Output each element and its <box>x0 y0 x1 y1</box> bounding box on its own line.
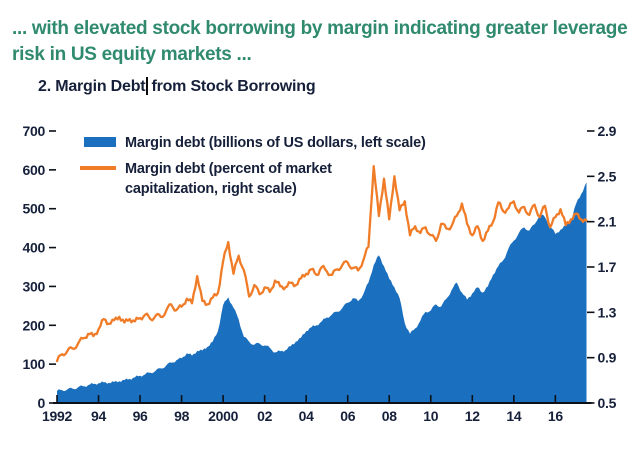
left-tick-label: 200 <box>23 317 46 333</box>
x-tick-label: 94 <box>91 408 106 424</box>
figure-title[interactable]: 2. Margin Debt from Stock Borrowing <box>38 77 316 96</box>
right-tick-label: 0.5 <box>598 395 617 411</box>
x-tick-label: 2000 <box>208 408 238 424</box>
x-tick-label: 1992 <box>42 408 72 424</box>
left-tick-label: 700 <box>23 123 46 139</box>
headline-line2: risk in US equity markets ... <box>12 44 252 65</box>
x-tick-label: 02 <box>257 408 272 424</box>
legend-item-margin-debt: Margin debt (billions of US dollars, lef… <box>84 133 426 154</box>
right-tick-label: 0.9 <box>598 350 617 366</box>
chart-legend: Margin debt (billions of US dollars, lef… <box>80 133 426 205</box>
x-tick-label: 96 <box>133 408 148 424</box>
x-tick-label: 12 <box>465 408 480 424</box>
x-tick-label: 16 <box>548 408 563 424</box>
margin-debt-pct-line-series <box>55 164 588 363</box>
legend-label-margin-debt: Margin debt (billions of US dollars, lef… <box>125 135 426 151</box>
headline-line1: ... with elevated stock borrowing by mar… <box>12 18 628 39</box>
right-tick-label: 1.3 <box>598 304 617 320</box>
left-tick-label: 400 <box>23 240 46 256</box>
right-tick-label: 1.7 <box>598 259 617 275</box>
left-tick-label: 600 <box>23 162 46 178</box>
right-tick-label: 2.1 <box>598 214 617 230</box>
x-tick-label: 08 <box>382 408 397 424</box>
left-tick-label: 500 <box>23 201 46 217</box>
left-tick-label: 0 <box>38 395 46 411</box>
x-tick-label: 14 <box>506 408 521 424</box>
figure-title-part2: from Stock Borrowing <box>151 78 316 95</box>
left-tick-label: 100 <box>23 356 46 372</box>
legend-label-margin-debt-pct: Margin debt (percent of market capitaliz… <box>125 160 332 198</box>
margin-debt-area-series <box>57 182 587 403</box>
figure-title-part1: 2. Margin Debt <box>38 78 146 95</box>
right-tick-label: 2.9 <box>598 123 617 139</box>
legend-swatch-orange-line <box>80 165 116 170</box>
legend-swatch-blue-area <box>84 137 116 147</box>
legend-item-margin-debt-pct: Margin debt (percent of market capitaliz… <box>80 159 426 200</box>
text-cursor <box>146 77 149 95</box>
headline-text: ... with elevated stock borrowing by mar… <box>12 16 634 68</box>
right-tick-label: 2.5 <box>598 168 617 184</box>
x-tick-label: 10 <box>423 408 438 424</box>
x-tick-label: 06 <box>340 408 355 424</box>
x-tick-label: 04 <box>299 408 314 424</box>
x-tick-label: 98 <box>174 408 189 424</box>
left-tick-label: 300 <box>23 278 46 294</box>
